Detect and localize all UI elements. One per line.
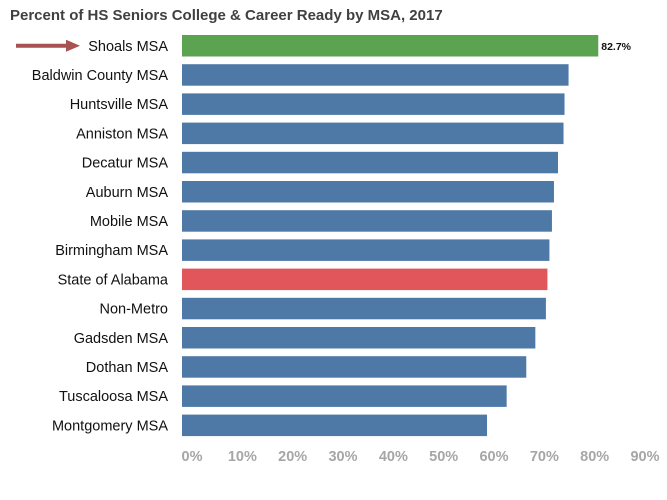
bar-auburn-msa xyxy=(182,181,554,203)
category-label: Decatur MSA xyxy=(82,156,169,172)
category-label: Birmingham MSA xyxy=(55,243,168,259)
x-tick-label: 80% xyxy=(580,449,609,465)
category-label: Huntsville MSA xyxy=(70,97,169,113)
x-tick-label: 70% xyxy=(530,449,559,465)
category-label: Anniston MSA xyxy=(76,126,168,142)
x-tick-label: 10% xyxy=(228,449,257,465)
bar-birmingham-msa xyxy=(182,239,550,261)
bar-gadsden-msa xyxy=(182,327,536,349)
bar-non-metro xyxy=(182,297,546,320)
bar-anniston-msa xyxy=(182,122,564,145)
category-label: Tuscaloosa MSA xyxy=(59,389,168,405)
x-tick-label: 40% xyxy=(379,449,408,465)
category-label: Baldwin County MSA xyxy=(32,68,169,84)
bar-baldwin-county-msa xyxy=(182,64,569,86)
x-tick-label: 20% xyxy=(278,449,307,465)
data-label: 82.7% xyxy=(601,41,631,53)
category-label: Mobile MSA xyxy=(90,214,168,230)
x-tick-label: 0% xyxy=(182,449,203,465)
category-label: State of Alabama xyxy=(58,272,169,288)
category-label: Non-Metro xyxy=(100,302,169,318)
bar-shoals-msa xyxy=(182,35,599,57)
bar-huntsville-msa xyxy=(182,93,565,115)
bar-state-of-alabama xyxy=(182,268,548,291)
highlight-arrow-icon xyxy=(16,39,80,52)
bar-montgomery-msa xyxy=(182,414,488,437)
x-tick-label: 60% xyxy=(479,449,508,465)
chart-title: Percent of HS Seniors College & Career R… xyxy=(10,7,443,24)
category-label: Auburn MSA xyxy=(86,185,169,201)
category-label: Dothan MSA xyxy=(86,360,169,376)
x-tick-label: 50% xyxy=(429,449,458,465)
bar-dothan-msa xyxy=(182,356,527,378)
category-label: Gadsden MSA xyxy=(74,331,169,347)
bar-decatur-msa xyxy=(182,151,558,174)
bar-tuscaloosa-msa xyxy=(182,385,507,407)
x-tick-label: 90% xyxy=(630,449,659,465)
bar-mobile-msa xyxy=(182,210,552,232)
x-tick-label: 30% xyxy=(328,449,357,465)
category-label: Shoals MSA xyxy=(88,39,168,55)
category-label: Montgomery MSA xyxy=(52,418,168,434)
